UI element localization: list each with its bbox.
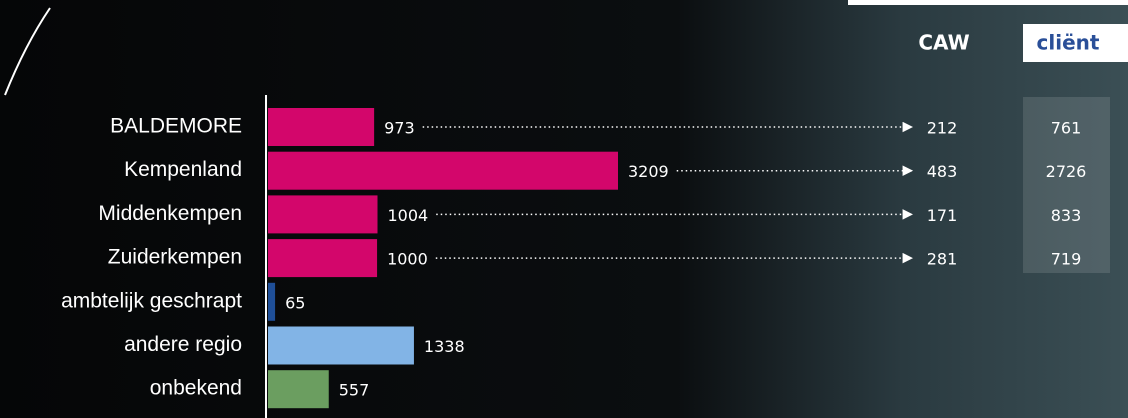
value-label: 1000	[387, 250, 428, 269]
value-label: 3209	[628, 162, 669, 181]
bar	[268, 108, 375, 146]
bar	[268, 151, 618, 190]
caw-value: 281	[927, 250, 958, 269]
bar	[268, 239, 378, 278]
category-label: Middenkempen	[98, 202, 242, 225]
client-value: 2726	[1046, 162, 1087, 181]
bar	[268, 370, 329, 409]
category-label: Zuiderkempen	[108, 246, 242, 269]
value-label: 1338	[424, 337, 465, 356]
category-label: onbekend	[150, 377, 242, 400]
caw-value: 171	[927, 206, 958, 225]
caw-header: CAW	[918, 31, 969, 55]
category-label: ambtelijk geschrapt	[61, 289, 242, 312]
client-value: 761	[1051, 119, 1082, 138]
value-label: 973	[384, 119, 415, 138]
value-label: 1004	[388, 206, 429, 225]
value-label: 557	[339, 381, 370, 400]
client-value: 833	[1051, 206, 1082, 225]
bar	[268, 282, 276, 321]
top-panel	[848, 0, 1128, 5]
client-value: 719	[1051, 250, 1082, 269]
bar	[268, 195, 378, 234]
caw-value: 483	[927, 162, 958, 181]
category-label: andere regio	[124, 333, 242, 356]
client-header-box	[1023, 24, 1128, 62]
category-label: Kempenland	[124, 158, 242, 181]
client-header: cliënt	[1037, 31, 1100, 55]
decor-line	[4, 7, 51, 96]
bar	[268, 326, 414, 365]
client-column-box	[1023, 97, 1110, 273]
value-label: 65	[285, 293, 305, 312]
caw-value: 212	[927, 119, 958, 138]
category-label: BALDEMORE	[110, 115, 242, 138]
